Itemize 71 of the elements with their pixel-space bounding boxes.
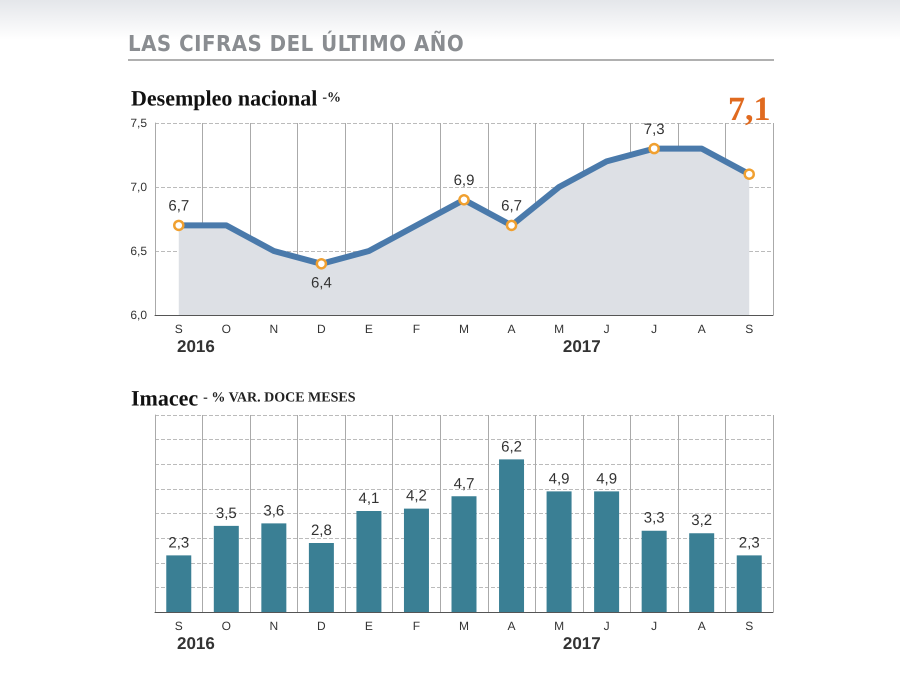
data-label: 2,3 [738,534,760,552]
chart-subtitle: - % VAR. DOCE MESES [203,390,356,406]
data-label: 3,5 [216,504,237,522]
data-label: 3,6 [263,502,284,520]
bar [642,530,667,612]
x-tick-label: M [554,322,564,336]
x-tick-label: J [604,322,610,336]
x-tick-label: M [459,322,469,336]
data-label: 3,3 [644,510,665,527]
bar [594,491,620,612]
x-tick-label: M [554,619,564,633]
x-tick-label: A [698,322,706,336]
chart-title: Desempleo nacional [131,86,318,110]
data-label: 4,9 [596,470,618,488]
data-label: 6,2 [501,438,522,456]
y-tick-label: 6,5 [130,244,148,258]
x-tick-label: N [270,322,278,336]
x-tick-label: F [412,322,420,336]
bar [689,533,714,612]
bar [214,526,239,612]
y-tick-label: 7,0 [130,180,148,194]
chart-title: Imacec [131,386,198,410]
x-tick-label: S [745,322,754,336]
data-label: 3,2 [691,512,712,530]
y-tick-label: 7,5 [130,116,148,130]
x-tick-label: A [698,619,706,633]
data-label: 7,3 [644,120,665,138]
data-label: 4,1 [358,490,380,508]
text: 2017 [562,337,601,356]
data-label: 2,8 [310,522,332,540]
data-label: 4,7 [454,475,474,492]
x-tick-label: O [222,619,231,633]
bar [166,555,192,612]
bar [356,511,382,612]
x-tick-label: E [364,322,373,336]
bar [736,555,762,612]
bar [261,523,286,612]
data-label: 6,4 [310,274,332,292]
bar [404,508,429,612]
y-tick-label: 6,0 [130,308,148,322]
x-tick-label: O [222,322,231,336]
x-tick-label: M [459,619,469,633]
data-label: 2,3 [168,534,190,552]
text: 2017 [562,634,601,653]
x-tick-label: N [270,619,278,633]
data-label: 6,7 [501,198,522,215]
x-tick-label: J [604,619,610,633]
x-tick-label: E [364,619,373,633]
data-label: 7,1 [728,90,770,128]
x-tick-label: A [508,322,516,336]
x-tick-label: J [651,619,658,633]
x-tick-label: D [317,619,326,633]
data-label: 6,9 [454,172,474,190]
x-tick-label: F [412,619,420,633]
x-tick-label: D [317,322,326,336]
data-label: 4,9 [548,470,570,488]
bar [546,491,572,612]
bar [308,543,334,612]
text: 2016 [177,337,215,356]
x-tick-label: J [651,322,658,336]
bar [452,496,476,612]
text: 2016 [177,634,215,653]
data-label: 6,7 [168,198,190,215]
x-tick-label: A [508,619,516,633]
data-label: 4,2 [406,488,427,505]
x-tick-label: S [174,619,183,633]
chart-subtitle: -% [322,90,342,106]
bar [499,459,524,612]
x-tick-label: S [174,322,183,336]
text: LAS CIFRAS DEL ÚLTIMO AÑO [128,32,774,61]
x-tick-label: S [745,619,754,633]
